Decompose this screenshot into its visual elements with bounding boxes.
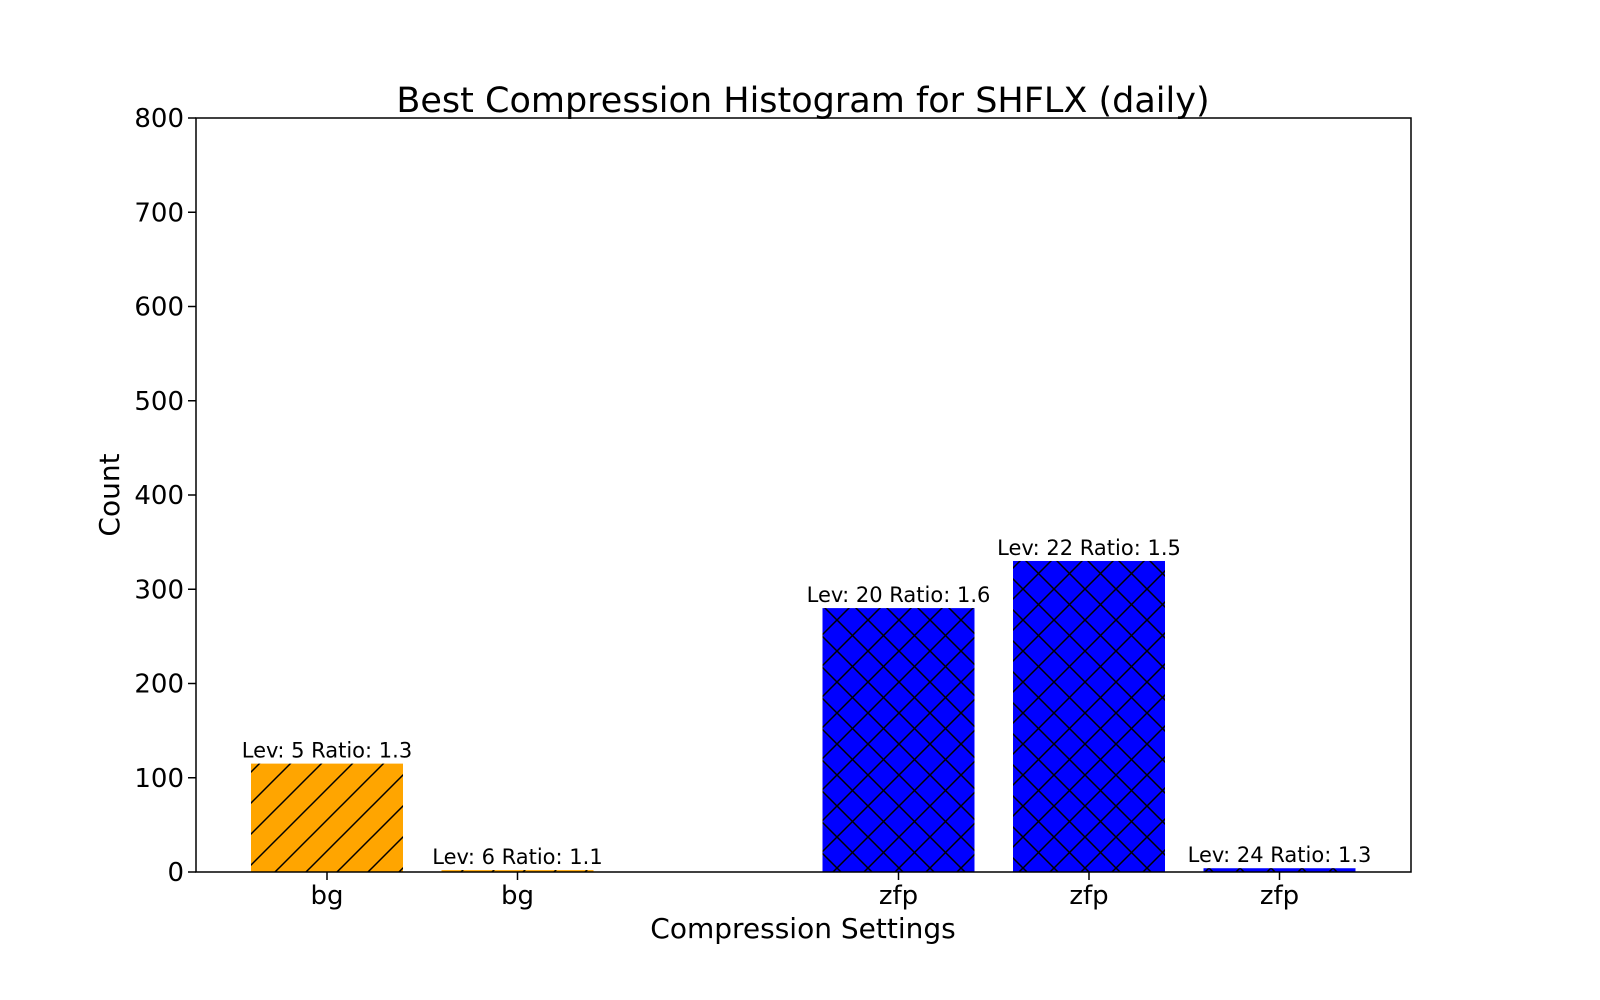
x-tick-label: bg bbox=[501, 881, 534, 911]
y-tick-label: 500 bbox=[134, 387, 184, 417]
y-tick-label: 300 bbox=[134, 575, 184, 605]
bar-value-label: Lev: 24 Ratio: 1.3 bbox=[1188, 843, 1372, 867]
plot-area-frame bbox=[195, 117, 1412, 873]
x-tick-label: zfp bbox=[1069, 881, 1108, 911]
y-tick-label: 600 bbox=[134, 293, 184, 323]
bar-labels: Lev: 5 Ratio: 1.3 Lev: 6 Ratio: 1.1 Lev: 2… bbox=[242, 536, 1372, 869]
bar-value-label: Lev: 22 Ratio: 1.5 bbox=[997, 536, 1181, 560]
y-tick-label: 700 bbox=[134, 198, 184, 228]
y-tick-label: 400 bbox=[134, 481, 184, 511]
y-tick-label: 100 bbox=[134, 764, 184, 794]
bar-hatch-2 bbox=[441, 870, 594, 872]
bar-hatch-4 bbox=[1013, 560, 1165, 872]
bar-value-label: Lev: 6 Ratio: 1.1 bbox=[432, 845, 602, 869]
x-tick-label: zfp bbox=[1260, 881, 1299, 911]
y-tick-label: 800 bbox=[134, 104, 184, 134]
x-axis-ticks: bg bg zfp zfp zfp bbox=[310, 872, 1299, 911]
x-tick-label: zfp bbox=[879, 881, 918, 911]
chart-title: Best Compression Histogram for SHFLX (da… bbox=[396, 81, 1209, 121]
y-axis-title: Count bbox=[93, 453, 126, 536]
bars bbox=[251, 560, 1356, 872]
bar-hatch-5 bbox=[1203, 868, 1356, 872]
y-axis-ticks: 0 100 200 300 400 500 600 700 800 bbox=[134, 104, 196, 888]
bar-value-label: Lev: 20 Ratio: 1.6 bbox=[807, 583, 991, 607]
x-axis-title: Compression Settings bbox=[650, 912, 955, 945]
bar-hatch-1 bbox=[251, 763, 403, 872]
bar-value-label: Lev: 5 Ratio: 1.3 bbox=[242, 739, 412, 763]
x-tick-label: bg bbox=[310, 881, 343, 911]
y-tick-label: 200 bbox=[134, 670, 184, 700]
bar-hatch-3 bbox=[822, 608, 975, 872]
y-tick-label: 0 bbox=[167, 858, 184, 888]
